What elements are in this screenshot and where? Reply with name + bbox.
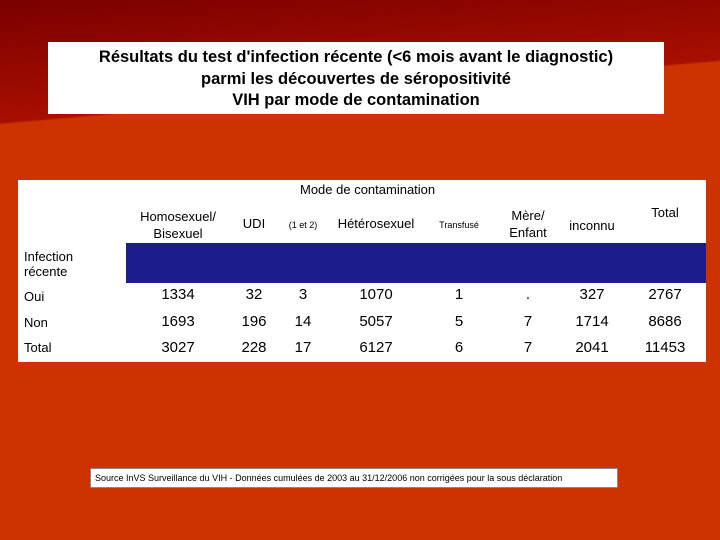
col-header-udi-sub: (1 et 2) [288, 220, 318, 230]
cell-total-total: 11453 [644, 339, 686, 356]
cell-total-heterosexuel: 6127 [359, 339, 393, 356]
source-note: Source InVS Surveillance du VIH - Donnée… [90, 468, 618, 488]
page-title: Résultats du test d'infection récente (<… [48, 42, 664, 114]
row-label-non: Non [24, 315, 48, 330]
col-header-udi: UDI [242, 216, 266, 231]
col-header-homosexuel: Homosexuel/ Bisexuel [140, 209, 216, 241]
cell-oui-udi: 32 [245, 286, 263, 303]
row-label-oui: Oui [24, 289, 45, 304]
col-header-inconnu: inconnu [569, 218, 615, 233]
col-header-mere-enfant: Mère/ Enfant [509, 208, 547, 240]
cell-non-inconnu: 1714 [575, 313, 609, 330]
cell-total-udi-sub: 17 [294, 339, 312, 356]
cell-non-mere-enfant: 7 [523, 313, 533, 330]
cell-oui-udi-sub: 3 [298, 286, 308, 303]
row-label-total: Total [24, 340, 52, 355]
cell-oui-mere-enfant: . [525, 286, 531, 303]
cell-total-inconnu: 2041 [575, 339, 609, 356]
cell-non-total: 8686 [648, 313, 682, 330]
row-header-title: Infection récente [24, 249, 74, 279]
col-header-heterosexuel: Hétérosexuel [337, 216, 415, 231]
cell-oui-inconnu: 327 [579, 286, 605, 303]
cell-oui-total: 2767 [648, 286, 682, 303]
cell-non-heterosexuel: 5057 [359, 313, 393, 330]
cell-total-transfuse: 6 [454, 339, 464, 356]
col-header-transfuse: Transfusé [439, 220, 479, 230]
cell-non-homosexuel: 1693 [161, 313, 195, 330]
col-header-total: Total [651, 205, 679, 220]
cell-oui-heterosexuel: 1070 [359, 286, 393, 303]
cell-total-mere-enfant: 7 [523, 339, 533, 356]
cell-non-udi: 196 [241, 313, 267, 330]
cell-oui-transfuse: 1 [454, 286, 464, 303]
cell-non-udi-sub: 14 [294, 313, 312, 330]
cell-oui-homosexuel: 1334 [161, 286, 195, 303]
cell-non-transfuse: 5 [454, 313, 464, 330]
group-header: Mode de contamination [300, 182, 436, 197]
table-header-band [126, 243, 706, 283]
cell-total-udi: 228 [241, 339, 267, 356]
title-line-3: VIH par mode de contamination [232, 91, 480, 109]
cell-total-homosexuel: 3027 [161, 339, 195, 356]
title-line-1: Résultats du test d'infection récente (<… [98, 48, 614, 66]
title-line-2: parmi les découvertes de séropositivité [201, 69, 511, 88]
